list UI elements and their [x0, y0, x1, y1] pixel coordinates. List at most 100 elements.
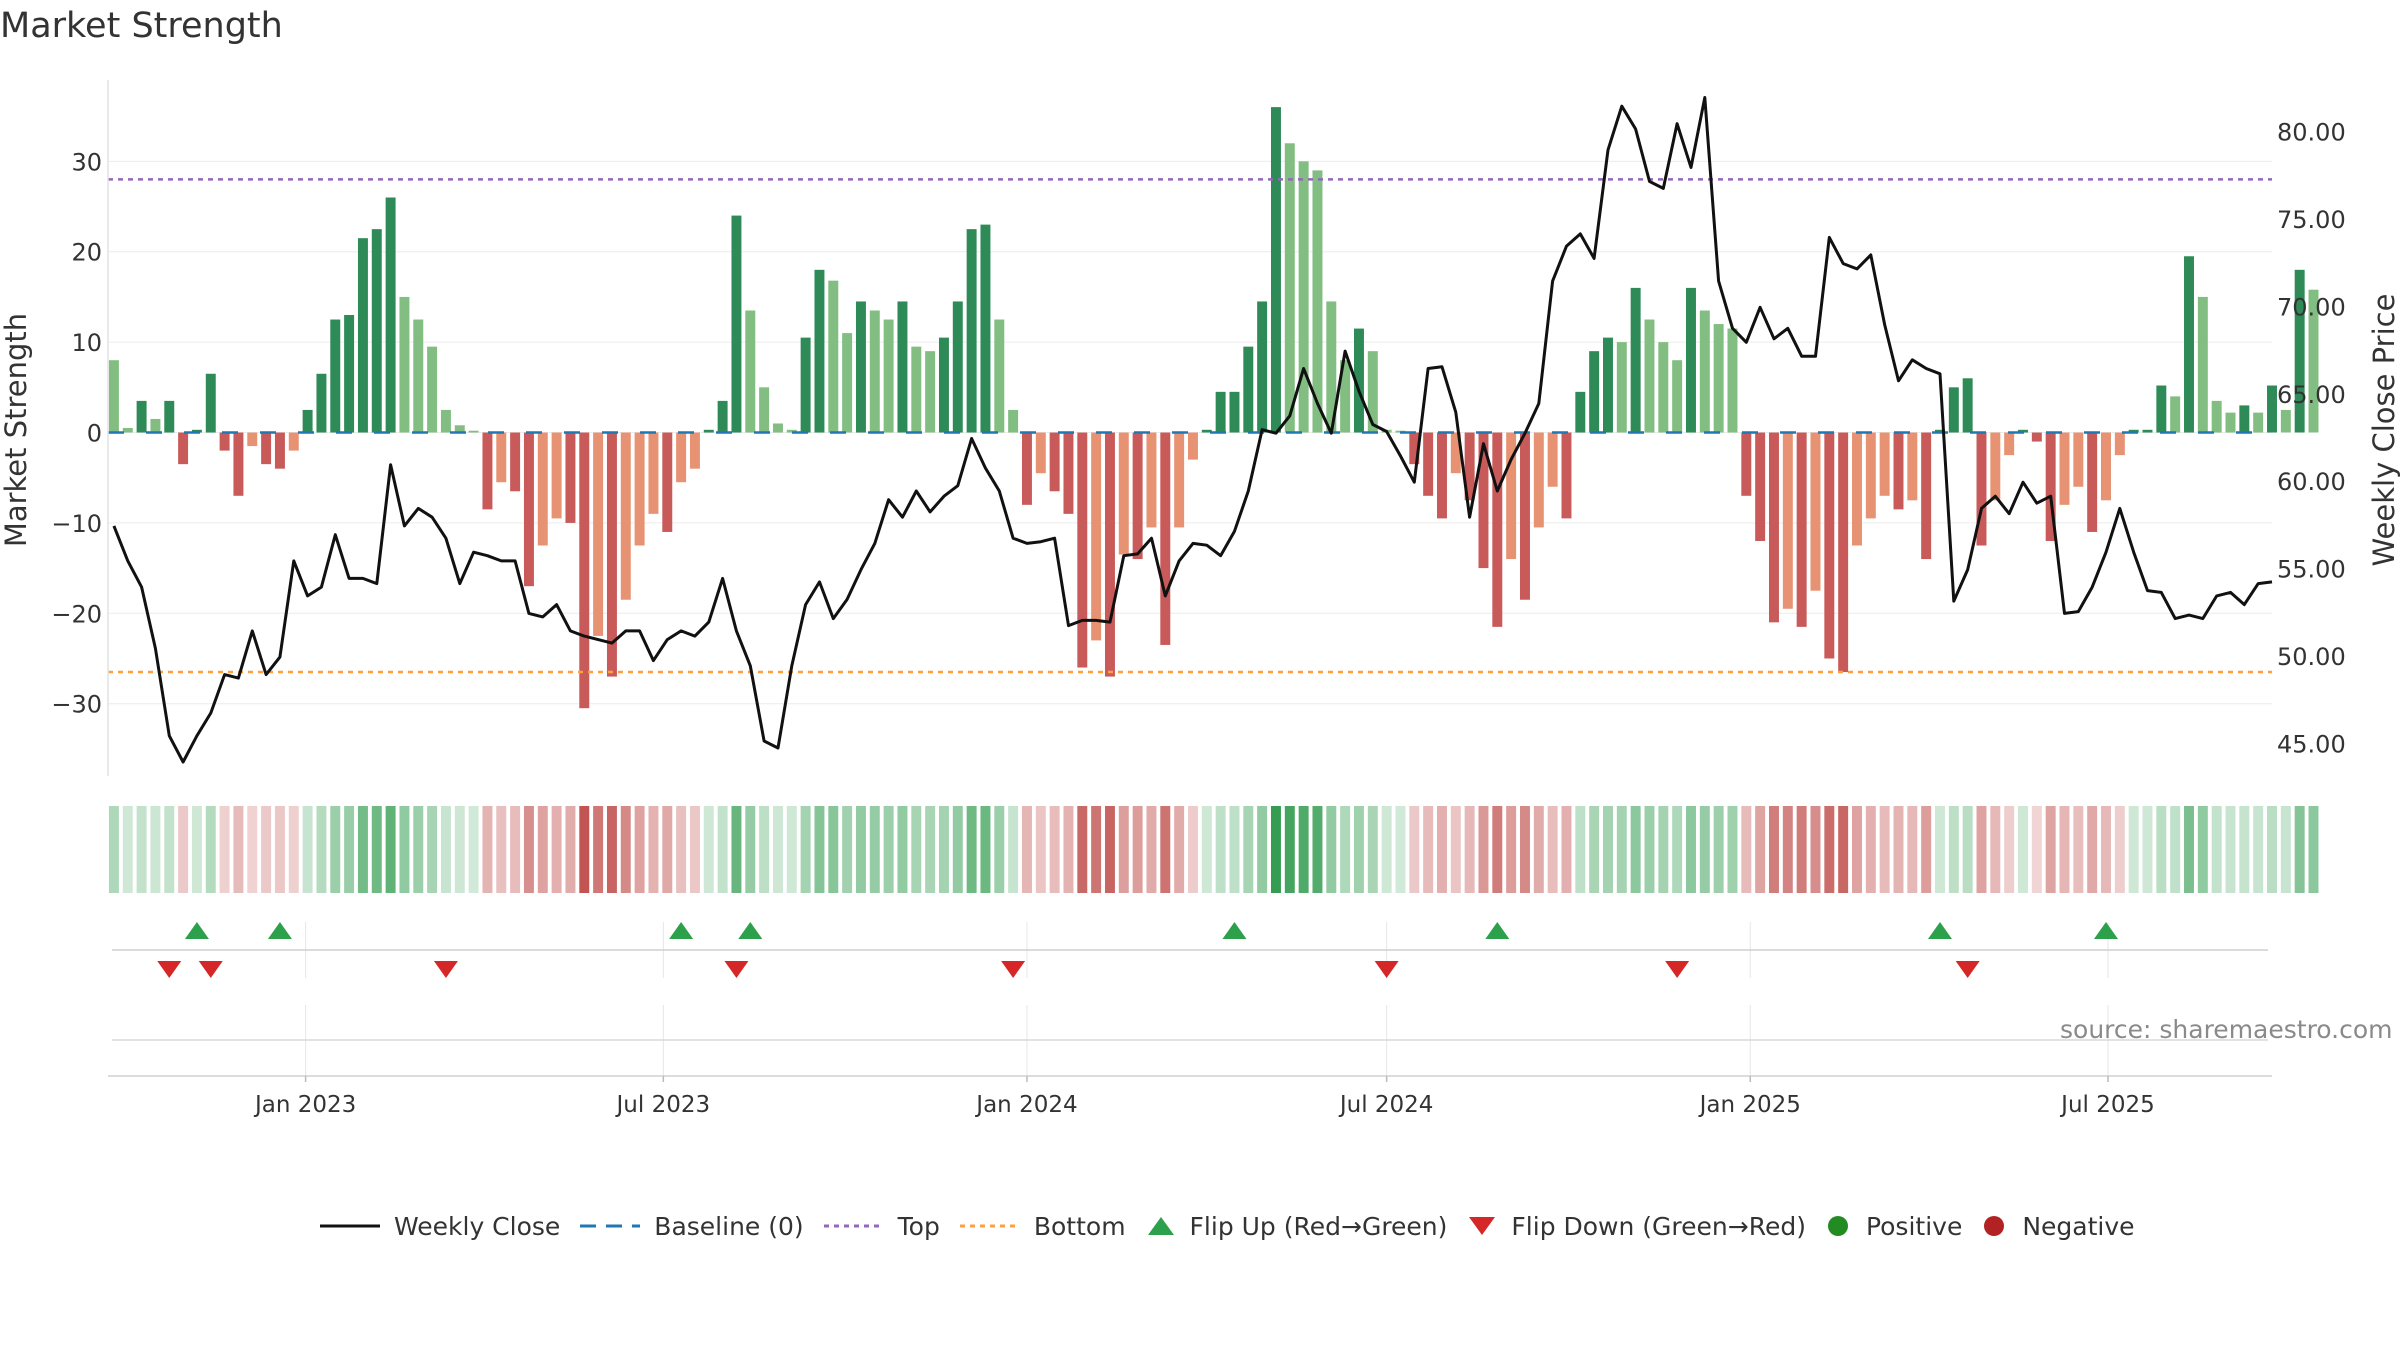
strip-cell	[1201, 806, 1212, 893]
strength-bar	[1464, 432, 1475, 501]
strip-cell	[648, 806, 659, 893]
flip-up-marker	[1222, 922, 1247, 939]
strip-cell	[1907, 806, 1918, 893]
strip-cell	[302, 806, 313, 893]
strip-cell	[219, 806, 230, 893]
legend-label: Flip Up (Red→Green)	[1189, 1211, 1448, 1241]
strip-cell	[911, 806, 922, 893]
strip-cell	[1270, 806, 1281, 893]
strength-bar	[496, 432, 507, 483]
legend-label: Baseline (0)	[654, 1211, 804, 1241]
strip-cell	[496, 806, 507, 893]
y-tick-label-right: 60.00	[2277, 468, 2346, 496]
strip-cell	[593, 806, 604, 893]
dashed-line-swatch-icon	[580, 1224, 641, 1228]
legend-item-bottom[interactable]: Bottom	[959, 1212, 1126, 1241]
strip-cell	[689, 806, 700, 893]
flip-up-marker	[184, 922, 209, 939]
strip-cell	[385, 806, 396, 893]
strip-cell	[274, 806, 285, 893]
strength-bar	[1561, 432, 1572, 519]
legend-label: Flip Down (Green→Red)	[1511, 1211, 1806, 1241]
strength-bar	[274, 432, 285, 469]
strip-cell	[966, 806, 977, 893]
legend-item-flip-up[interactable]: Flip Up (Red→Green)	[1146, 1211, 1448, 1241]
strip-cell	[1298, 806, 1309, 893]
strip-cell	[1395, 806, 1406, 893]
strip-cell	[178, 806, 189, 893]
strip-cell	[1229, 806, 1240, 893]
strip-cell	[2184, 806, 2194, 893]
strip-cell	[1353, 806, 1364, 893]
strip-cell	[2239, 806, 2250, 893]
legend-item-baseline[interactable]: Baseline (0)	[580, 1211, 804, 1241]
y-tick-label-right: 80.00	[2277, 118, 2346, 146]
strip-cell	[1478, 806, 1489, 893]
legend-label: Top	[897, 1211, 940, 1241]
strength-bar	[606, 432, 617, 677]
strength-bar	[1063, 432, 1074, 514]
strength-bar	[510, 432, 521, 492]
strip-cell	[122, 806, 133, 893]
strength-bar	[2170, 396, 2181, 433]
legend-label: Negative	[2022, 1211, 2135, 1241]
strip-cell	[772, 806, 783, 893]
strip-cell	[2045, 806, 2056, 893]
line-swatch-icon	[320, 1224, 380, 1228]
strength-bar	[2142, 429, 2153, 433]
legend-item-positive[interactable]: Positive	[1826, 1212, 1962, 1241]
strength-bar	[745, 310, 756, 433]
legend-label: Positive	[1865, 1211, 1963, 1241]
strength-bar	[1257, 301, 1268, 433]
strength-bar	[371, 229, 382, 433]
strip-cell	[164, 806, 175, 893]
legend-item-weekly-close[interactable]: Weekly Close	[320, 1212, 560, 1241]
strip-cell	[399, 806, 410, 893]
strip-cell	[883, 806, 894, 893]
legend-item-negative[interactable]: Negative	[1982, 1211, 2135, 1241]
strength-bar	[482, 432, 493, 510]
strip-cell	[952, 806, 963, 893]
strip-cell	[1962, 806, 1973, 893]
strip-cell	[1091, 806, 1102, 893]
strip-cell	[1879, 806, 1890, 893]
strip-cell	[620, 806, 631, 893]
strip-cell	[1436, 806, 1447, 893]
strip-cell	[1312, 806, 1323, 893]
strip-cell	[606, 806, 617, 893]
strip-cell	[288, 806, 299, 893]
strength-bar	[2308, 289, 2319, 433]
legend-item-top[interactable]: Top	[823, 1211, 940, 1241]
strip-cell	[1602, 806, 1613, 893]
strip-cell	[1893, 806, 1904, 893]
strip-cell	[731, 806, 742, 893]
strength-bar	[800, 337, 811, 433]
strength-bar	[2253, 412, 2264, 433]
strength-bar	[1478, 432, 1489, 569]
strip-cell	[1782, 806, 1793, 893]
strip-cell	[1865, 806, 1876, 893]
strip-cell	[1215, 806, 1226, 893]
strength-bar	[1755, 432, 1766, 541]
y-axis-title-right: Weekly Close Price	[2367, 294, 2400, 567]
strength-bar	[247, 432, 258, 447]
strip-cell	[1381, 806, 1392, 893]
strength-bar	[385, 197, 396, 433]
strip-cell	[1644, 806, 1655, 893]
strip-cell	[1104, 806, 1115, 893]
strip-cell	[1187, 806, 1198, 893]
strip-cell	[191, 806, 202, 893]
flip-up-marker	[669, 922, 694, 939]
strength-bar	[219, 432, 230, 451]
strength-bar	[1021, 432, 1032, 505]
strip-cell	[1146, 806, 1157, 893]
weekly-close-series	[112, 96, 2273, 764]
strength-bar	[1741, 432, 1752, 496]
strength-bar	[551, 432, 562, 519]
strength-bar	[897, 301, 908, 433]
strip-cell	[1699, 806, 1710, 893]
strip-cell	[2128, 806, 2139, 893]
legend-item-flip-down[interactable]: Flip Down (Green→Red)	[1467, 1212, 1806, 1241]
strength-bar	[2280, 409, 2291, 433]
strength-bar	[454, 425, 465, 433]
